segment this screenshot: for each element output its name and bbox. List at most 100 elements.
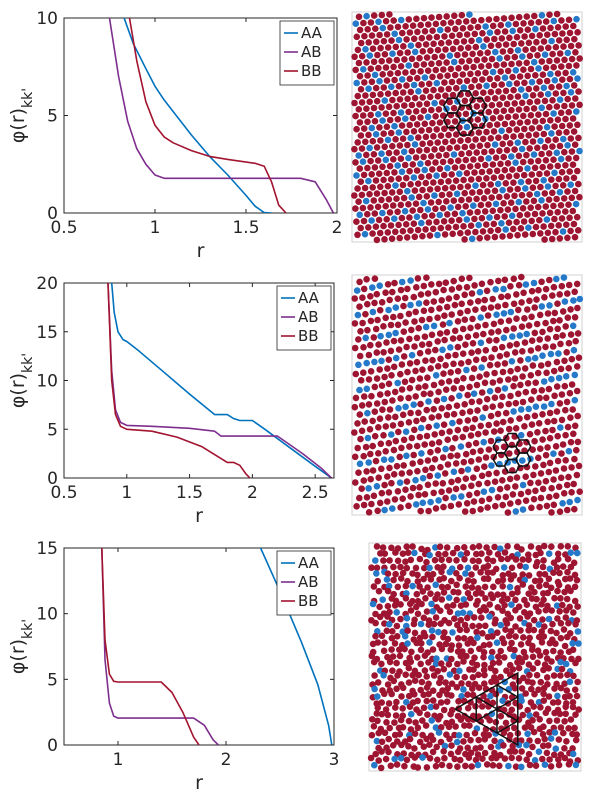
particle [523, 741, 530, 749]
particle [385, 57, 393, 64]
particle [425, 621, 433, 628]
particle [389, 653, 397, 660]
particle [449, 45, 457, 53]
particle [444, 72, 451, 79]
particle [469, 674, 477, 681]
particle [428, 414, 436, 421]
particle [435, 550, 442, 558]
particle [492, 444, 500, 452]
particle [390, 156, 397, 163]
particle [496, 352, 504, 360]
particle [459, 163, 466, 171]
particle [363, 59, 370, 66]
particle [482, 622, 489, 630]
particle [367, 368, 375, 375]
particle [374, 693, 381, 700]
particle [434, 46, 442, 54]
particle [505, 219, 513, 226]
particle [546, 756, 553, 763]
particle [508, 60, 515, 68]
particle [509, 27, 516, 35]
particle [563, 595, 571, 603]
particle [479, 181, 487, 189]
particle [535, 608, 542, 615]
particle [525, 556, 532, 563]
particle [402, 428, 410, 436]
particle [476, 50, 484, 57]
particle [423, 432, 431, 440]
particle [516, 562, 524, 570]
particle [462, 583, 470, 590]
particle [392, 549, 399, 556]
particle [560, 43, 567, 50]
particle [510, 300, 518, 308]
particle [497, 68, 505, 75]
particle [515, 664, 523, 672]
particle [527, 479, 534, 487]
legend-label-AA: AA [298, 554, 320, 572]
particle [557, 658, 564, 666]
particle [364, 210, 371, 218]
particle [469, 691, 477, 699]
particle [405, 16, 413, 23]
particle [478, 364, 485, 371]
particle [421, 120, 429, 128]
particle [378, 57, 386, 65]
particle [517, 406, 525, 413]
particle [372, 131, 380, 138]
particle [373, 290, 381, 298]
particle [508, 358, 516, 365]
particle [571, 455, 578, 463]
particle [489, 22, 497, 30]
particle [504, 113, 512, 121]
particle [536, 582, 543, 590]
particle [495, 277, 502, 285]
particle [353, 79, 361, 87]
particle [518, 546, 525, 553]
particle [464, 704, 472, 712]
particle [364, 409, 371, 417]
particle [424, 374, 431, 382]
particle [551, 30, 559, 38]
particle [385, 306, 392, 314]
particle [412, 501, 420, 508]
particle [537, 678, 545, 686]
particle [352, 370, 360, 378]
particle [526, 145, 533, 152]
particle [408, 194, 416, 201]
x-tick-label: 1 [121, 483, 132, 503]
particle [549, 426, 556, 434]
particle [487, 88, 495, 96]
particle [428, 106, 435, 114]
particle [392, 570, 399, 578]
particle [376, 306, 384, 314]
particle [363, 494, 371, 501]
particle [413, 603, 420, 611]
particle [468, 290, 476, 297]
particle [451, 755, 459, 763]
particle [575, 180, 582, 188]
particle [482, 321, 489, 329]
particle [573, 576, 581, 584]
particle [489, 633, 496, 640]
particle [499, 477, 506, 484]
particle [410, 451, 418, 459]
particle [532, 72, 539, 79]
particle [483, 128, 490, 136]
particle [379, 406, 386, 414]
particle [561, 357, 568, 365]
particle [383, 216, 391, 223]
y-axis-label-main: φ(r) [7, 108, 29, 143]
particle [369, 284, 376, 291]
particle [477, 155, 485, 163]
particle [368, 32, 376, 39]
particle [469, 340, 477, 347]
particle [544, 589, 552, 597]
particle [450, 385, 458, 392]
particle [436, 211, 444, 219]
particle [510, 325, 517, 332]
particle [496, 147, 503, 155]
particle [567, 438, 575, 446]
particle [402, 69, 409, 76]
particle [435, 388, 442, 396]
